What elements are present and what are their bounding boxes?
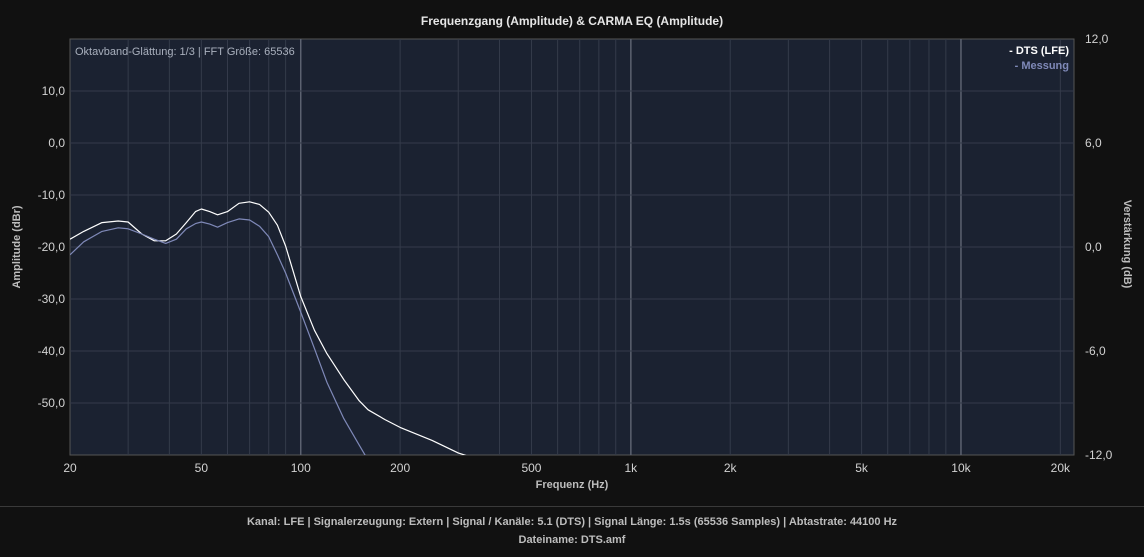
series-messung-line xyxy=(70,218,366,455)
y-tick-label: -50,0 xyxy=(38,396,66,410)
x-tick-label: 200 xyxy=(390,461,410,475)
y2-tick-label: -12,0 xyxy=(1085,448,1113,462)
legend-dts-lfe: - DTS (LFE) xyxy=(1009,45,1069,57)
status-footer: Kanal: LFE | Signalerzeugung: Extern | S… xyxy=(0,506,1144,557)
legend-messung: - Messung xyxy=(1015,60,1069,72)
y2-tick-label: -6,0 xyxy=(1085,344,1106,358)
y2-tick-label: 12,0 xyxy=(1085,32,1109,46)
x-tick-label: 50 xyxy=(195,461,209,475)
series-layer xyxy=(70,201,467,455)
x-tick-label: 10k xyxy=(951,461,971,475)
y-tick-label: -10,0 xyxy=(38,188,66,202)
y2-tick-labels: 12,0 6,0 0,0 -6,0 -12,0 xyxy=(1085,32,1113,462)
y-tick-label: -20,0 xyxy=(38,240,66,254)
y-tick-label: 0,0 xyxy=(48,136,65,150)
x-tick-label: 100 xyxy=(291,461,311,475)
x-tick-label: 500 xyxy=(521,461,541,475)
y2-axis-label: Verstärkung (dB) xyxy=(1121,200,1133,289)
y-tick-label: -40,0 xyxy=(38,344,66,358)
y-tick-label: 10,0 xyxy=(42,84,66,98)
chart-title: Frequenzgang (Amplitude) & CARMA EQ (Amp… xyxy=(421,14,723,28)
x-tick-label: 20k xyxy=(1051,461,1071,475)
file-name: Dateiname: DTS.amf xyxy=(518,534,626,546)
y2-tick-label: 0,0 xyxy=(1085,240,1102,254)
y-tick-labels: 10,0 0,0 -10,0 -20,0 -30,0 -40,0 -50,0 xyxy=(38,84,66,410)
x-tick-label: 5k xyxy=(855,461,869,475)
x-tick-labels: 20 50 100 200 500 1k 2k 5k 10k 20k xyxy=(63,461,1071,475)
x-tick-label: 2k xyxy=(724,461,738,475)
y2-tick-label: 6,0 xyxy=(1085,136,1102,150)
x-tick-label: 1k xyxy=(625,461,639,475)
y-axis-label: Amplitude (dBr) xyxy=(11,205,23,288)
signal-info: Kanal: LFE | Signalerzeugung: Extern | S… xyxy=(246,516,898,528)
x-axis-label: Frequenz (Hz) xyxy=(536,479,609,491)
y-tick-label: -30,0 xyxy=(38,292,66,306)
grid-lines xyxy=(70,39,1074,455)
frequency-response-chart: Frequenzgang (Amplitude) & CARMA EQ (Amp… xyxy=(11,14,1133,491)
x-tick-label: 20 xyxy=(63,461,77,475)
smoothing-annotation: Oktavband-Glättung: 1/3 | FFT Größe: 655… xyxy=(75,46,295,58)
